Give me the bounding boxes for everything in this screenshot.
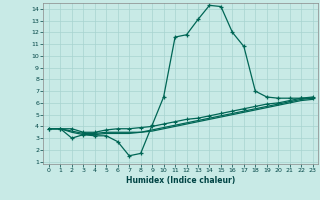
X-axis label: Humidex (Indice chaleur): Humidex (Indice chaleur) — [126, 176, 236, 185]
